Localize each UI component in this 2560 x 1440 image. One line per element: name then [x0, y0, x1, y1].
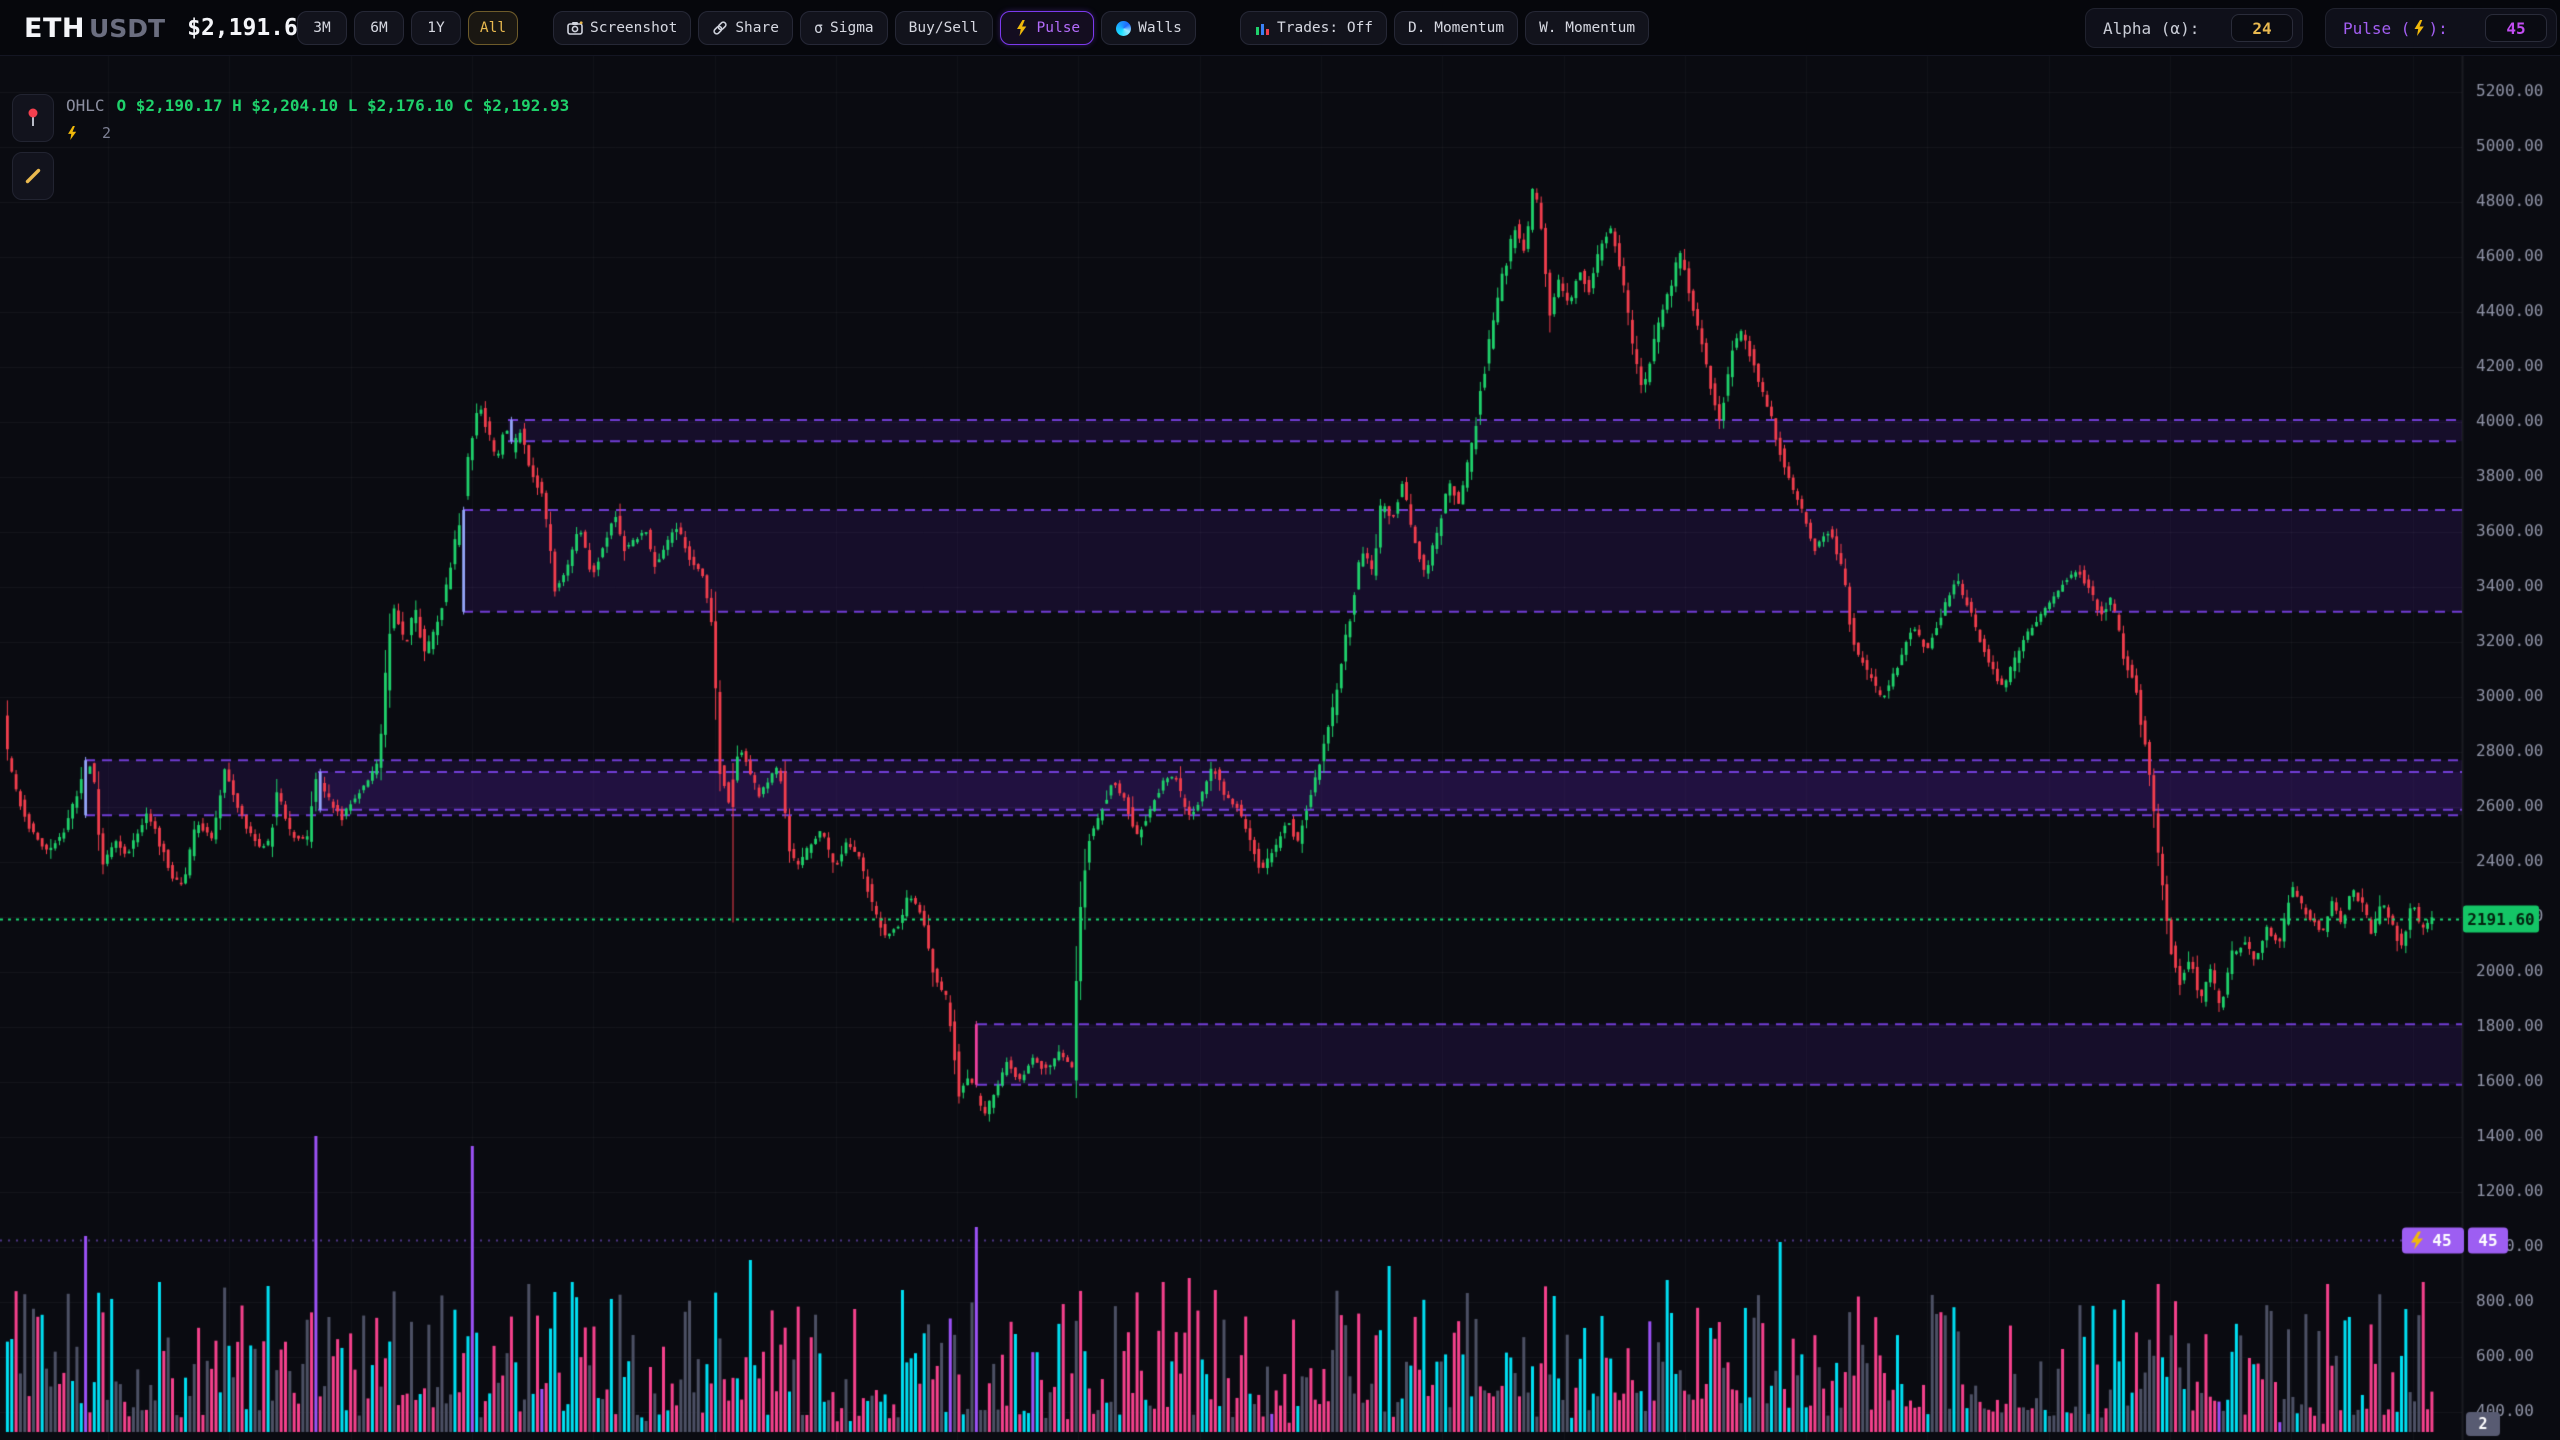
- toolbar-button-buysell[interactable]: Buy/Sell: [894, 11, 993, 45]
- time-range-1y-label: 1Y: [427, 20, 445, 36]
- ohlc-row: OHLC O $2,190.17 H $2,204.10 L $2,176.10…: [66, 96, 569, 115]
- ohlc-label: OHLC: [66, 96, 105, 115]
- time-range-1y[interactable]: 1Y: [411, 11, 461, 45]
- symbol-base: ETH: [24, 12, 85, 44]
- lightning-icon: [68, 126, 77, 140]
- toolbar-button-d-momentum-label: D. Momentum: [1408, 20, 1505, 36]
- symbol-quote: USDT: [88, 13, 166, 43]
- camera-icon: [567, 20, 583, 36]
- lightning-icon: [2414, 20, 2425, 36]
- pulse-control: Pulse ( ):: [2325, 8, 2557, 48]
- toolbar-group-b: Trades: Off D. Momentum W. Momentum: [1240, 11, 1650, 45]
- toolbar-button-share-label: Share: [735, 20, 779, 36]
- toolbar-button-screenshot[interactable]: Screenshot: [553, 11, 692, 45]
- toolbar-button-screenshot-label: Screenshot: [590, 20, 678, 36]
- chart-legend: OHLC O $2,190.17 H $2,204.10 L $2,176.10…: [66, 96, 569, 142]
- pulse-label-prefix: Pulse (: [2343, 18, 2411, 38]
- trendline-tool-button[interactable]: [12, 152, 54, 200]
- toolbar-button-share[interactable]: Share: [698, 11, 793, 45]
- pulse-label-suffix: ):: [2428, 18, 2448, 38]
- toolbar-button-pulse-label: Pulse: [1036, 20, 1081, 36]
- ohlc-values: O $2,190.17 H $2,204.10 L $2,176.10 C $2…: [116, 96, 570, 115]
- time-range-group: 3M 6M 1Y All: [297, 11, 518, 45]
- drawing-tools: [12, 94, 54, 200]
- toolbar-button-pulse[interactable]: Pulse: [999, 11, 1095, 45]
- pin-tool-button[interactable]: [12, 94, 54, 142]
- toolbar-button-d-momentum[interactable]: D. Momentum: [1394, 11, 1519, 45]
- alpha-control: Alpha (α):: [2085, 8, 2303, 48]
- pulse-count: 2: [102, 124, 112, 142]
- bolt-icon: [1014, 20, 1030, 36]
- toolbar-button-buysell-label: Buy/Sell: [908, 20, 979, 36]
- header: ETH USDT $2,191.60 3M 6M 1Y All Screenshot S…: [0, 0, 2560, 56]
- time-range-3m[interactable]: 3M: [297, 11, 347, 45]
- pin-icon: [28, 108, 38, 126]
- time-range-all[interactable]: All: [468, 11, 518, 45]
- toolbar-button-walls[interactable]: Walls: [1101, 11, 1196, 45]
- toolbar-button-w-momentum-label: W. Momentum: [1539, 20, 1636, 36]
- pulse-input[interactable]: [2485, 14, 2547, 42]
- droplet-icon: [1115, 20, 1131, 36]
- bars-icon: [1254, 20, 1270, 36]
- toolbar-button-sigma-label: Sigma: [830, 20, 874, 36]
- time-range-3m-label: 3M: [313, 20, 331, 36]
- toolbar-button-trades-label: Trades: Off: [1277, 20, 1374, 36]
- time-range-all-label: All: [479, 20, 507, 36]
- link-icon: [712, 20, 728, 36]
- toolbar-button-trades[interactable]: Trades: Off: [1240, 11, 1388, 45]
- toolbar-group-a: Screenshot Share σ Sigma Buy/Sell Pulse Walls: [553, 11, 1196, 45]
- toolbar-button-walls-label: Walls: [1138, 20, 1182, 36]
- pulse-label: Pulse ( ):: [2343, 19, 2448, 38]
- sigma-icon: σ: [813, 19, 823, 37]
- last-price: $2,191.60: [187, 15, 312, 41]
- toolbar-button-sigma[interactable]: σ Sigma: [799, 11, 888, 45]
- trendline-icon: [25, 168, 41, 184]
- toolbar-button-w-momentum[interactable]: W. Momentum: [1525, 11, 1650, 45]
- time-range-6m-label: 6M: [370, 20, 388, 36]
- pulse-count-row: 2: [66, 124, 569, 142]
- alpha-label: Alpha (α):: [2103, 18, 2200, 38]
- symbol-block: ETH USDT $2,191.60: [24, 0, 312, 56]
- time-range-6m[interactable]: 6M: [354, 11, 404, 45]
- alpha-input[interactable]: [2231, 14, 2293, 42]
